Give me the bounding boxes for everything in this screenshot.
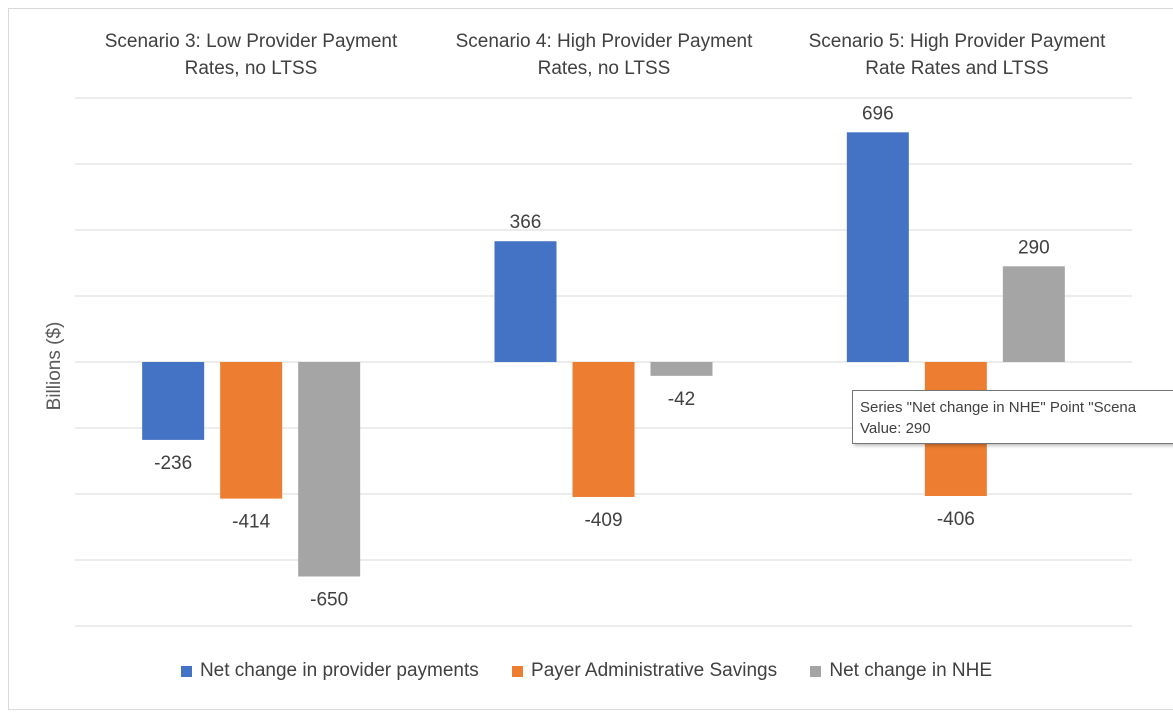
category-label-scenario-5: Scenario 5: High Provider Payment Rate R… [808, 31, 1106, 79]
bar-net-change-in-provider-payments-3[interactable] [142, 362, 205, 440]
legend-swatch-orange [512, 665, 524, 677]
bar-payer-administrative-savings-4[interactable] [572, 362, 635, 497]
bar-net-change-in-nhe-5[interactable] [1002, 266, 1065, 362]
data-label: -236 [154, 453, 192, 474]
tooltip-series-line: Series "Net change in NHE" Point "Scena [860, 399, 1137, 416]
y-axis-title: Billions ($) [44, 321, 65, 411]
legend-label: Payer Administrative Savings [531, 660, 778, 681]
bar-net-change-in-provider-payments-4[interactable] [494, 241, 557, 362]
legend-label: Net change in NHE [829, 660, 993, 681]
category-label-scenario-4: Scenario 4: High Provider Payment Rates,… [455, 31, 753, 79]
bar-net-change-in-nhe-3[interactable] [298, 362, 361, 577]
tooltip-value-line: Value: 290 [860, 420, 931, 437]
legend-swatch-gray [810, 665, 822, 677]
data-point-tooltip: Series "Net change in NHE" Point "Scena … [852, 390, 1173, 444]
legend-item-admin-savings[interactable]: Payer Administrative Savings [512, 660, 777, 682]
bar-net-change-in-provider-payments-5[interactable] [846, 132, 909, 362]
chart-area [8, 8, 1173, 710]
data-label: -414 [232, 512, 270, 533]
category-label-scenario-3: Scenario 3: Low Provider Payment Rates, … [104, 31, 398, 79]
data-label: 696 [862, 103, 894, 124]
data-label: -406 [937, 509, 975, 530]
legend-label: Net change in provider payments [199, 660, 479, 681]
legend-swatch-blue [180, 665, 192, 677]
bar-payer-administrative-savings-3[interactable] [220, 362, 283, 499]
data-label: -409 [584, 510, 622, 531]
data-label: 290 [1018, 237, 1050, 258]
data-label: 366 [510, 212, 542, 233]
bar-net-change-in-nhe-4[interactable] [650, 362, 713, 376]
data-label: -42 [668, 389, 695, 410]
data-label: -650 [310, 590, 348, 611]
legend-item-provider-payments[interactable]: Net change in provider payments [180, 660, 479, 682]
legend-item-net-nhe[interactable]: Net change in NHE [810, 660, 992, 682]
legend: Net change in provider payments Payer Ad… [0, 660, 1173, 683]
